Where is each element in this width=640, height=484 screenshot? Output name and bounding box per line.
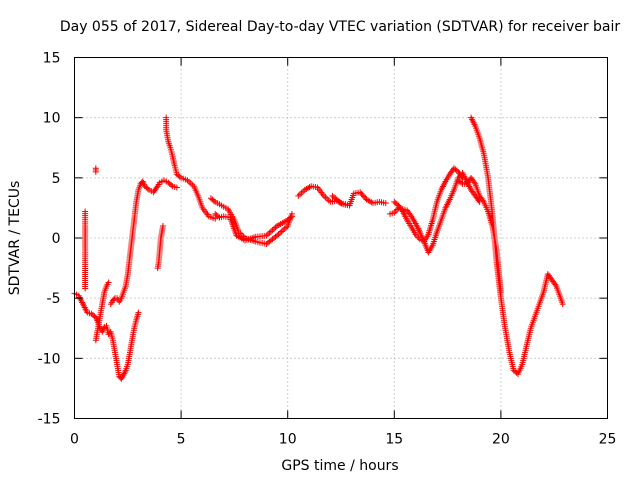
data-point-marker <box>382 200 389 207</box>
data-point-marker <box>215 213 222 220</box>
y-tick-label: -5 <box>47 291 61 307</box>
x-axis-label: GPS time / hours <box>281 458 398 474</box>
data-point-marker <box>105 279 112 286</box>
y-tick-label: 15 <box>43 51 61 67</box>
label-layer: 0 5 10 15 20 25 -15 -10 -5 0 5 10 15 <box>38 51 617 448</box>
data-layer <box>71 114 566 382</box>
data-point-marker <box>336 198 343 205</box>
data-point-marker <box>173 184 180 191</box>
data-point-marker <box>92 168 99 175</box>
x-tick-label: 15 <box>385 432 403 448</box>
y-tick-label: -15 <box>38 412 61 428</box>
data-point-marker <box>357 189 364 196</box>
x-tick-label: 20 <box>492 432 510 448</box>
data-point-marker <box>458 179 465 186</box>
data-point-marker <box>497 289 504 296</box>
y-tick-label: 5 <box>52 171 61 187</box>
data-point-marker <box>559 301 566 308</box>
data-point-marker <box>110 296 117 303</box>
data-point-marker <box>168 182 175 189</box>
data-point-marker <box>210 197 217 204</box>
data-point-marker <box>359 192 366 199</box>
data-point-marker <box>144 185 151 192</box>
data-point-marker <box>82 285 89 292</box>
data-point-marker <box>159 222 166 229</box>
y-tick-label: 10 <box>43 111 61 127</box>
x-tick-label: 10 <box>279 432 297 448</box>
data-point-marker <box>288 213 295 220</box>
data-point-marker <box>287 214 294 221</box>
y-axis-label: SDTVAR / TECUs <box>7 181 23 296</box>
tick-layer <box>74 57 608 419</box>
x-tick-label: 25 <box>599 432 617 448</box>
data-point-marker <box>135 309 142 316</box>
data-point-marker <box>358 190 365 197</box>
data-point-marker <box>459 174 466 181</box>
x-tick-label: 0 <box>70 432 79 448</box>
y-tick-label: 0 <box>52 231 61 247</box>
x-tick-label: 5 <box>177 432 186 448</box>
data-point-marker <box>176 173 183 180</box>
y-tick-label: -10 <box>38 351 61 367</box>
data-point-marker <box>361 193 368 200</box>
chart-title: Day 055 of 2017, Sidereal Day-to-day VTE… <box>60 19 621 35</box>
